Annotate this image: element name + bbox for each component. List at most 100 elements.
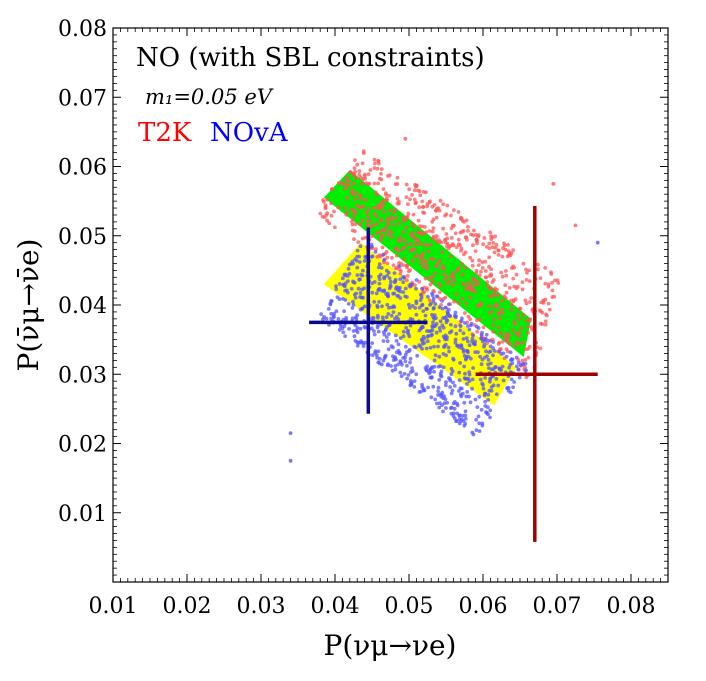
scatter-point-nova bbox=[479, 332, 484, 337]
scatter-point-nova bbox=[432, 344, 436, 349]
scatter-point-t2k bbox=[408, 242, 413, 247]
scatter-point-t2k bbox=[524, 375, 529, 380]
scatter-point-t2k bbox=[476, 263, 481, 267]
scatter-point-t2k bbox=[333, 225, 337, 230]
scatter-point-nova bbox=[500, 364, 505, 369]
scatter-point-t2k bbox=[364, 210, 369, 215]
scatter-point-nova bbox=[453, 324, 458, 329]
scatter-point-t2k bbox=[361, 177, 365, 182]
scatter-point-t2k bbox=[360, 218, 365, 223]
scatter-point-nova bbox=[403, 359, 408, 364]
scatter-point-nova bbox=[437, 339, 441, 343]
scatter-point-nova bbox=[428, 375, 433, 380]
scatter-point-nova bbox=[434, 316, 438, 320]
scatter-point-nova bbox=[355, 340, 360, 345]
scatter-point-nova bbox=[486, 362, 490, 367]
scatter-point-nova bbox=[341, 330, 346, 335]
scatter-point-nova bbox=[473, 339, 477, 344]
scatter-point-nova bbox=[388, 279, 393, 284]
scatter-point-nova bbox=[409, 381, 414, 386]
scatter-point-t2k bbox=[394, 215, 399, 220]
scatter-point-nova bbox=[379, 266, 384, 270]
scatter-point-nova bbox=[461, 348, 466, 352]
scatter-point-t2k bbox=[524, 301, 529, 306]
scatter-point-t2k bbox=[401, 230, 406, 235]
scatter-point-nova bbox=[414, 372, 419, 377]
scatter-point-nova bbox=[355, 265, 360, 270]
scatter-point-t2k bbox=[395, 175, 400, 180]
scatter-point-nova bbox=[477, 421, 482, 426]
scatter-point-nova bbox=[353, 295, 358, 300]
scatter-point-nova bbox=[473, 397, 478, 402]
scatter-point-nova bbox=[349, 286, 354, 291]
scatter-point-t2k bbox=[343, 206, 348, 210]
scatter-point-nova bbox=[389, 313, 394, 318]
scatter-point-nova bbox=[401, 290, 406, 294]
scatter-point-nova bbox=[429, 333, 434, 338]
scatter-point-t2k bbox=[484, 275, 488, 280]
x-tick-label: 0.08 bbox=[607, 594, 656, 619]
scatter-point-t2k bbox=[530, 327, 534, 332]
scatter-point-nova bbox=[512, 380, 517, 384]
y-tick-label: 0.01 bbox=[58, 502, 107, 527]
scatter-point-nova bbox=[375, 303, 380, 308]
scatter-point-nova bbox=[454, 419, 459, 423]
scatter-point-nova bbox=[449, 329, 454, 334]
scatter-point-t2k bbox=[500, 274, 505, 279]
scatter-point-t2k bbox=[398, 235, 403, 240]
scatter-point-t2k bbox=[491, 329, 496, 334]
scatter-point-nova bbox=[385, 273, 389, 278]
scatter-point-nova bbox=[336, 317, 341, 321]
scatter-point-nova bbox=[334, 309, 339, 314]
scatter-point-nova bbox=[373, 349, 378, 354]
scatter-point-t2k bbox=[475, 279, 480, 284]
scatter-point-t2k bbox=[401, 216, 405, 221]
scatter-point-t2k bbox=[394, 253, 399, 258]
scatter-point-t2k bbox=[416, 188, 420, 193]
scatter-point-t2k bbox=[519, 326, 524, 330]
scatter-point-t2k bbox=[466, 229, 470, 233]
scatter-point-nova bbox=[362, 259, 367, 263]
scatter-point-nova bbox=[420, 325, 425, 330]
scatter-point-t2k bbox=[481, 325, 486, 330]
scatter-point-nova bbox=[396, 348, 401, 353]
ticks-layer: 0.01 0.01 0.02 0.02 0.03 0.03 0.04 0.04 0.05 0.05… bbox=[58, 17, 669, 619]
scatter-point-t2k bbox=[485, 284, 490, 288]
chart-title: NO (with SBL constraints) bbox=[136, 43, 485, 73]
y-tick-label: 0.05 bbox=[58, 225, 107, 250]
scatter-point-t2k bbox=[521, 313, 526, 318]
scatter-point-nova bbox=[373, 250, 378, 254]
scatter-point-t2k bbox=[456, 237, 461, 242]
scatter-point-nova bbox=[461, 391, 465, 396]
scatter-point-nova bbox=[341, 282, 346, 287]
y-tick-label: 0.03 bbox=[58, 363, 107, 388]
scatter-point-nova bbox=[344, 316, 348, 320]
scatter-point-nova bbox=[397, 264, 402, 269]
scatter-point-nova bbox=[509, 377, 514, 382]
scatter-point-t2k bbox=[372, 166, 377, 170]
scatter-point-nova bbox=[464, 394, 469, 399]
scatter-point-nova bbox=[476, 350, 480, 355]
scatter-point-t2k bbox=[550, 288, 555, 293]
scatter-point-nova bbox=[493, 365, 498, 369]
scatter-point-t2k bbox=[410, 234, 415, 239]
scatter-point-t2k bbox=[528, 317, 533, 322]
scatter-point-nova bbox=[437, 305, 442, 310]
scatter-point-t2k bbox=[411, 224, 416, 229]
scatter-point-t2k bbox=[500, 298, 504, 303]
scatter-point-nova bbox=[386, 347, 391, 352]
scatter-point-nova bbox=[337, 282, 342, 286]
scatter-point-t2k bbox=[353, 197, 358, 202]
scatter-point-t2k bbox=[405, 274, 410, 278]
scatter-point-t2k bbox=[511, 248, 515, 253]
scatter-point-t2k bbox=[362, 174, 367, 179]
scatter-point-t2k bbox=[427, 298, 432, 303]
scatter-point-nova bbox=[380, 304, 384, 309]
scatter-point-nova bbox=[467, 343, 472, 348]
scatter-point-t2k bbox=[445, 241, 450, 246]
scatter-point-t2k bbox=[506, 335, 511, 340]
scatter-point-nova bbox=[434, 322, 439, 326]
scatter-point-t2k bbox=[500, 339, 505, 344]
scatter-point-t2k bbox=[497, 316, 502, 321]
y-tick-label: 0.04 bbox=[58, 294, 107, 319]
